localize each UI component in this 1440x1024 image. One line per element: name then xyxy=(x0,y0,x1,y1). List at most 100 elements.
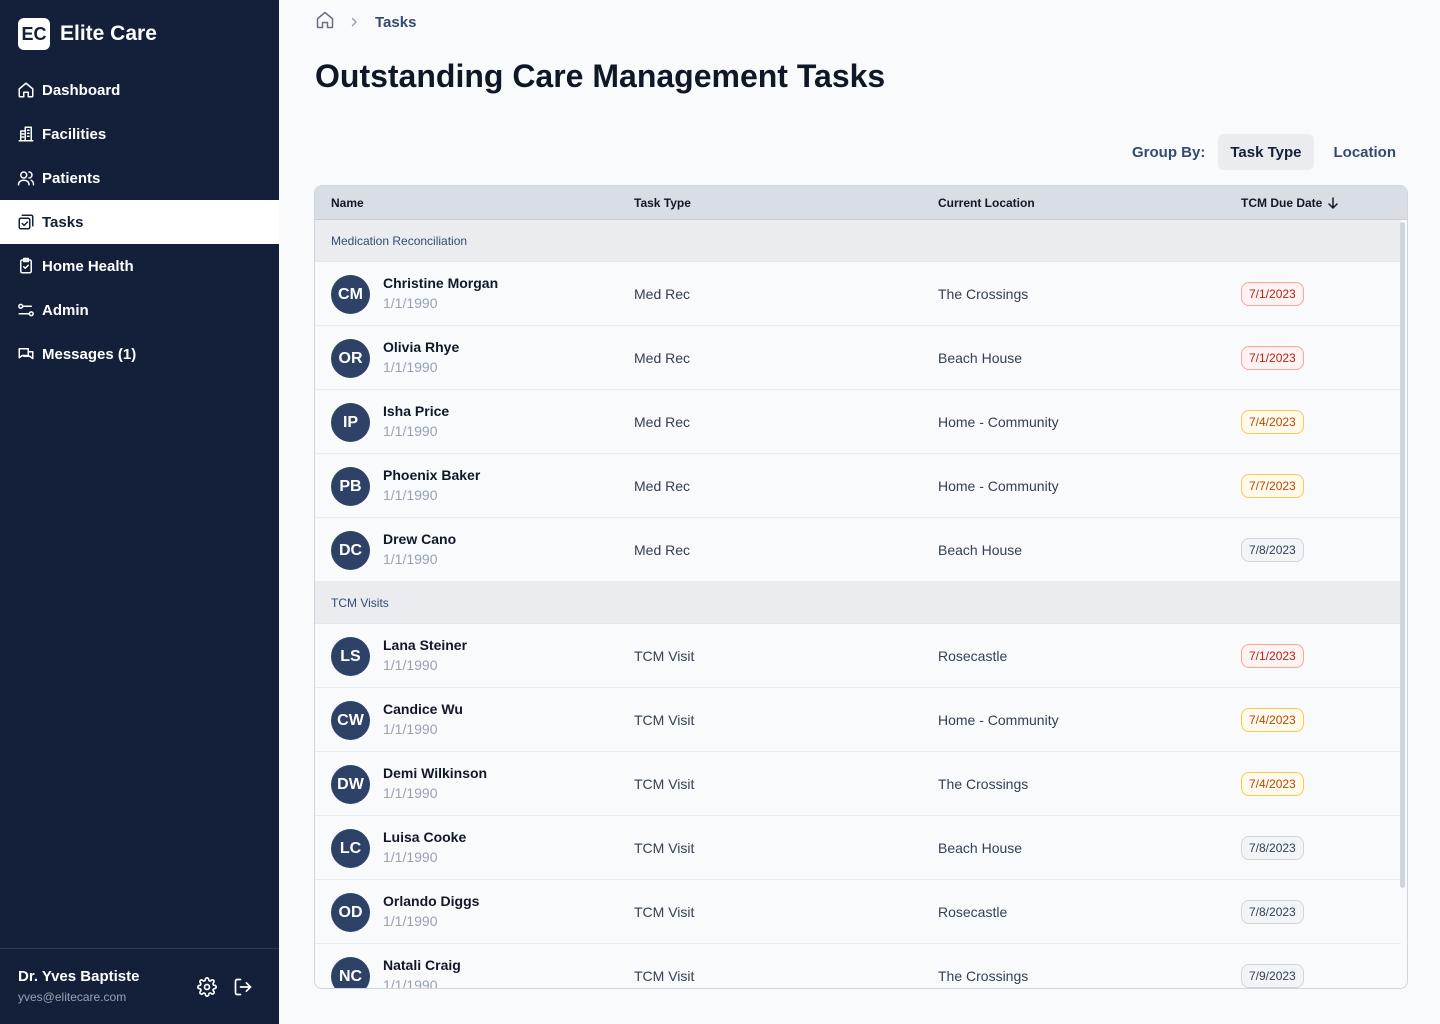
user-email: yves@elitecare.com xyxy=(18,990,127,1004)
group-by-task-type-button[interactable]: Task Type xyxy=(1218,134,1314,170)
location-cell: Home - Community xyxy=(938,712,1059,728)
tasks-table: Name Task Type Current Location TCM Due … xyxy=(314,185,1408,989)
patient-name[interactable]: Orlando Diggs xyxy=(383,893,480,909)
sidebar-item-facilities[interactable]: Facilities xyxy=(0,112,279,156)
table-row[interactable]: CM Christine Morgan 1/1/1990 Med Rec The Cro… xyxy=(315,262,1401,326)
location-cell: The Crossings xyxy=(938,776,1029,792)
gear-icon[interactable] xyxy=(197,977,217,997)
task-type-cell: TCM Visit xyxy=(634,840,695,856)
group-header-row: TCM Visits xyxy=(315,582,1401,624)
avatar: CM xyxy=(331,275,370,314)
table-row[interactable]: DW Demi Wilkinson 1/1/1990 TCM Visit The Cro… xyxy=(315,752,1401,816)
column-header-task-type[interactable]: Task Type xyxy=(634,186,691,220)
column-header-label: TCM Due Date xyxy=(1241,196,1323,210)
avatar: OR xyxy=(331,339,370,378)
table-row[interactable]: OD Orlando Diggs 1/1/1990 TCM Visit Rosecast… xyxy=(315,880,1401,944)
patient-dob: 1/1/1990 xyxy=(383,359,438,375)
patient-name[interactable]: Isha Price xyxy=(383,403,450,419)
home-icon[interactable] xyxy=(315,10,335,35)
column-header-label: Task Type xyxy=(634,196,691,210)
avatar: DW xyxy=(331,765,370,804)
avatar: NC xyxy=(331,957,370,988)
location-cell: Rosecastle xyxy=(938,648,1008,664)
patient-name[interactable]: Phoenix Baker xyxy=(383,467,481,483)
table-body: Medication Reconciliation CM Christine Mor… xyxy=(315,220,1401,988)
sidebar-item-home-health[interactable]: Home Health xyxy=(0,244,279,288)
table-row[interactable]: PB Phoenix Baker 1/1/1990 Med Rec Home - Com… xyxy=(315,454,1401,518)
table-row[interactable]: IP Isha Price 1/1/1990 Med Rec Home - Commun… xyxy=(315,390,1401,454)
location-cell: The Crossings xyxy=(938,968,1029,984)
home-icon xyxy=(17,81,35,99)
sidebar-item-tasks[interactable]: Tasks xyxy=(0,200,279,244)
sidebar-item-patients[interactable]: Patients xyxy=(0,156,279,200)
due-date-badge: 7/7/2023 xyxy=(1241,474,1304,498)
task-type-cell: TCM Visit xyxy=(634,712,695,728)
group-by-control: Group By: Task Type Location xyxy=(1132,134,1408,170)
task-type-cell: Med Rec xyxy=(634,286,691,302)
table-row[interactable]: NC Natali Craig 1/1/1990 TCM Visit The Cross… xyxy=(315,944,1401,988)
patient-name[interactable]: Luisa Cooke xyxy=(383,829,467,845)
admin-route-icon xyxy=(17,301,35,319)
task-type-cell: Med Rec xyxy=(634,350,691,366)
table-row[interactable]: CW Candice Wu 1/1/1990 TCM Visit Home - Comm… xyxy=(315,688,1401,752)
tasks-icon xyxy=(17,213,35,231)
sidebar-item-admin[interactable]: Admin xyxy=(0,288,279,332)
due-date-badge: 7/8/2023 xyxy=(1241,836,1304,860)
column-header-label: Current Location xyxy=(938,196,1035,210)
group-by-label: Group By: xyxy=(1132,143,1206,161)
patient-dob: 1/1/1990 xyxy=(383,657,438,673)
patient-dob: 1/1/1990 xyxy=(383,913,438,929)
patient-name[interactable]: Drew Cano xyxy=(383,531,457,547)
patient-name[interactable]: Christine Morgan xyxy=(383,275,499,291)
due-date-badge: 7/4/2023 xyxy=(1241,708,1304,732)
user-profile: Dr. Yves Baptiste yves@elitecare.com xyxy=(0,948,279,1024)
due-date-badge: 7/1/2023 xyxy=(1241,346,1304,370)
breadcrumb: Tasks xyxy=(315,10,417,35)
patient-name[interactable]: Natali Craig xyxy=(383,957,461,973)
sidebar-item-messages[interactable]: Messages (1) xyxy=(0,332,279,376)
brand[interactable]: EC Elite Care xyxy=(18,18,157,50)
avatar: DC xyxy=(331,531,370,570)
location-cell: Beach House xyxy=(938,350,1023,366)
task-type-cell: TCM Visit xyxy=(634,904,695,920)
table-header: Name Task Type Current Location TCM Due … xyxy=(315,186,1407,220)
task-type-cell: Med Rec xyxy=(634,478,691,494)
building-icon xyxy=(17,125,35,143)
sidebar-nav: Dashboard Facilities Patients Tasks Home… xyxy=(0,68,279,376)
table-row[interactable]: LC Luisa Cooke 1/1/1990 TCM Visit Beach Hous… xyxy=(315,816,1401,880)
column-header-tcm-due-date[interactable]: TCM Due Date xyxy=(1241,186,1340,220)
patient-dob: 1/1/1990 xyxy=(383,785,438,801)
logout-icon[interactable] xyxy=(233,977,253,997)
patient-name[interactable]: Demi Wilkinson xyxy=(383,765,488,781)
sidebar-item-dashboard[interactable]: Dashboard xyxy=(0,68,279,112)
avatar: IP xyxy=(331,403,370,442)
task-type-cell: TCM Visit xyxy=(634,648,695,664)
task-type-cell: Med Rec xyxy=(634,542,691,558)
task-type-cell: TCM Visit xyxy=(634,776,695,792)
messages-icon xyxy=(17,345,35,363)
page-title: Outstanding Care Management Tasks xyxy=(315,58,886,94)
group-by-location-button[interactable]: Location xyxy=(1333,143,1397,161)
patient-name[interactable]: Lana Steiner xyxy=(383,637,468,653)
column-header-label: Name xyxy=(331,196,364,210)
sidebar: EC Elite Care Dashboard Facilities Patie… xyxy=(0,0,279,1024)
table-scrollbar[interactable] xyxy=(1400,222,1405,888)
location-cell: Home - Community xyxy=(938,478,1059,494)
location-cell: The Crossings xyxy=(938,286,1029,302)
sidebar-item-label: Tasks xyxy=(42,213,84,231)
column-header-current-location[interactable]: Current Location xyxy=(938,186,1035,220)
task-type-cell: TCM Visit xyxy=(634,968,695,984)
sidebar-item-label: Admin xyxy=(42,301,89,319)
patient-name[interactable]: Olivia Rhye xyxy=(383,339,460,355)
breadcrumb-current[interactable]: Tasks xyxy=(375,13,417,31)
due-date-badge: 7/4/2023 xyxy=(1241,410,1304,434)
table-row[interactable]: DC Drew Cano 1/1/1990 Med Rec Beach House 7/8… xyxy=(315,518,1401,582)
sidebar-item-label: Home Health xyxy=(42,257,134,275)
patient-name[interactable]: Candice Wu xyxy=(383,701,463,717)
column-header-name[interactable]: Name xyxy=(331,186,364,220)
users-icon xyxy=(17,169,35,187)
brand-logo: EC xyxy=(18,18,50,50)
avatar: CW xyxy=(331,701,370,740)
table-row[interactable]: LS Lana Steiner 1/1/1990 TCM Visit Rosecastl… xyxy=(315,624,1401,688)
table-row[interactable]: OR Olivia Rhye 1/1/1990 Med Rec Beach House 7… xyxy=(315,326,1401,390)
